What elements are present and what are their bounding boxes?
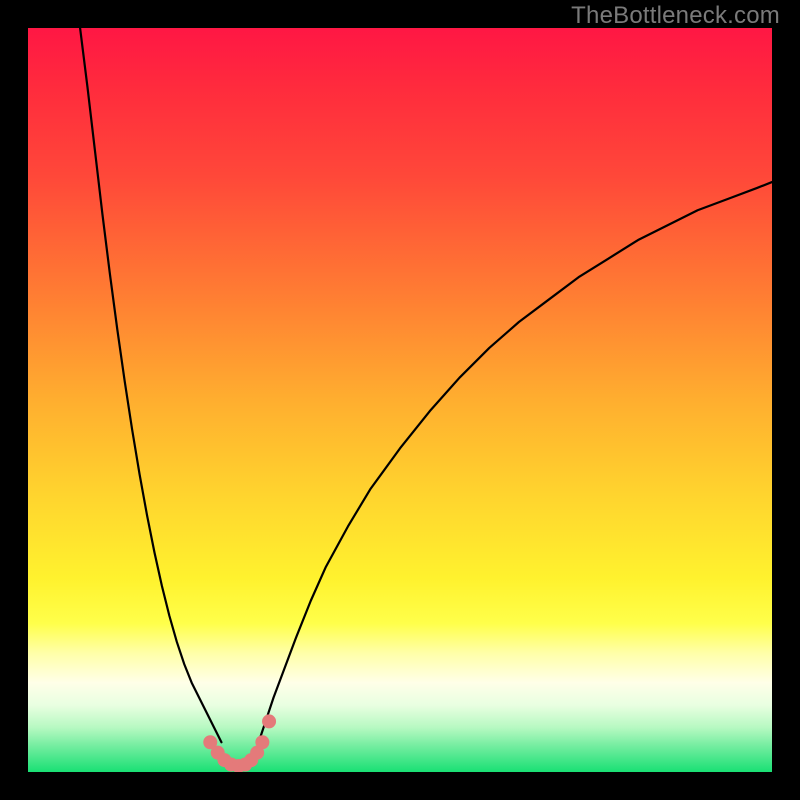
watermark-text: TheBottleneck.com [571,2,780,30]
sweet-spot-marker [262,714,276,728]
bottleneck-chart [28,28,772,772]
sweet-spot-marker [255,735,269,749]
